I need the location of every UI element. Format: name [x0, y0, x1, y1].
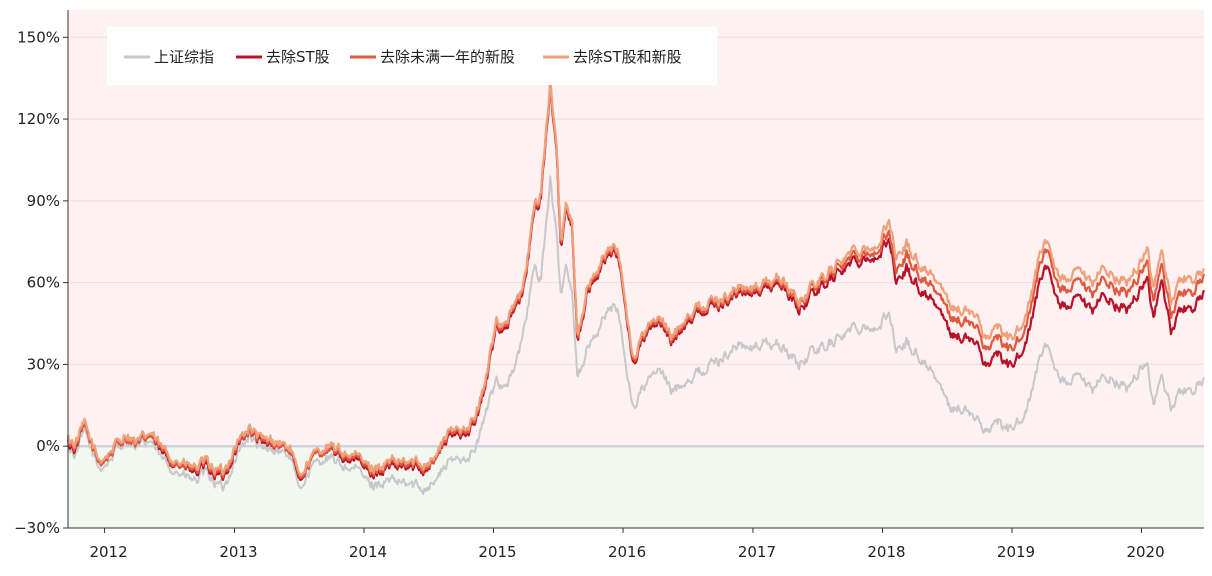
series-line-0 [67, 175, 1205, 496]
x-tick-label-5: 2017 [738, 543, 776, 561]
x-tick-label-6: 2018 [867, 543, 905, 561]
x-tick-label-8: 2020 [1126, 543, 1164, 561]
series-line-3 [66, 77, 1206, 477]
x-tick-label-2: 2014 [349, 543, 387, 561]
axes [67, 10, 1204, 529]
legend-label-0: 上证综指 [154, 48, 214, 66]
legend: 上证综指 去除ST股 去除未满一年的新股 去除ST股和新股 [107, 27, 717, 85]
y-tick-label-3: 60% [27, 274, 60, 292]
y-tick-label-0: −30% [14, 519, 60, 537]
x-tick-label-0: 2012 [89, 543, 127, 561]
series-line-2 [66, 79, 1206, 479]
legend-box [107, 27, 717, 85]
negative-band [68, 446, 1204, 528]
y-tick-label-5: 120% [17, 110, 60, 128]
y-tick-label-1: 0% [36, 437, 60, 455]
y-tick-label-6: 150% [17, 28, 60, 46]
legend-label-3: 去除ST股和新股 [573, 48, 682, 66]
y-tick-label-4: 90% [27, 192, 60, 210]
legend-label-2: 去除未满一年的新股 [380, 48, 515, 66]
series-lines [66, 77, 1206, 496]
x-tick-label-3: 2015 [478, 543, 516, 561]
legend-label-1: 去除ST股 [266, 48, 330, 66]
x-axis-ticks: 2012 2013 2014 2015 2016 2017 2018 2019 2020 [89, 528, 1165, 561]
y-tick-label-2: 30% [27, 355, 60, 373]
x-tick-label-4: 2016 [608, 543, 646, 561]
x-tick-label-7: 2019 [997, 543, 1035, 561]
y-axis-ticks: −30% 0% 30% 60% 90% 120% 150% [14, 28, 68, 537]
x-tick-label-1: 2013 [219, 543, 257, 561]
